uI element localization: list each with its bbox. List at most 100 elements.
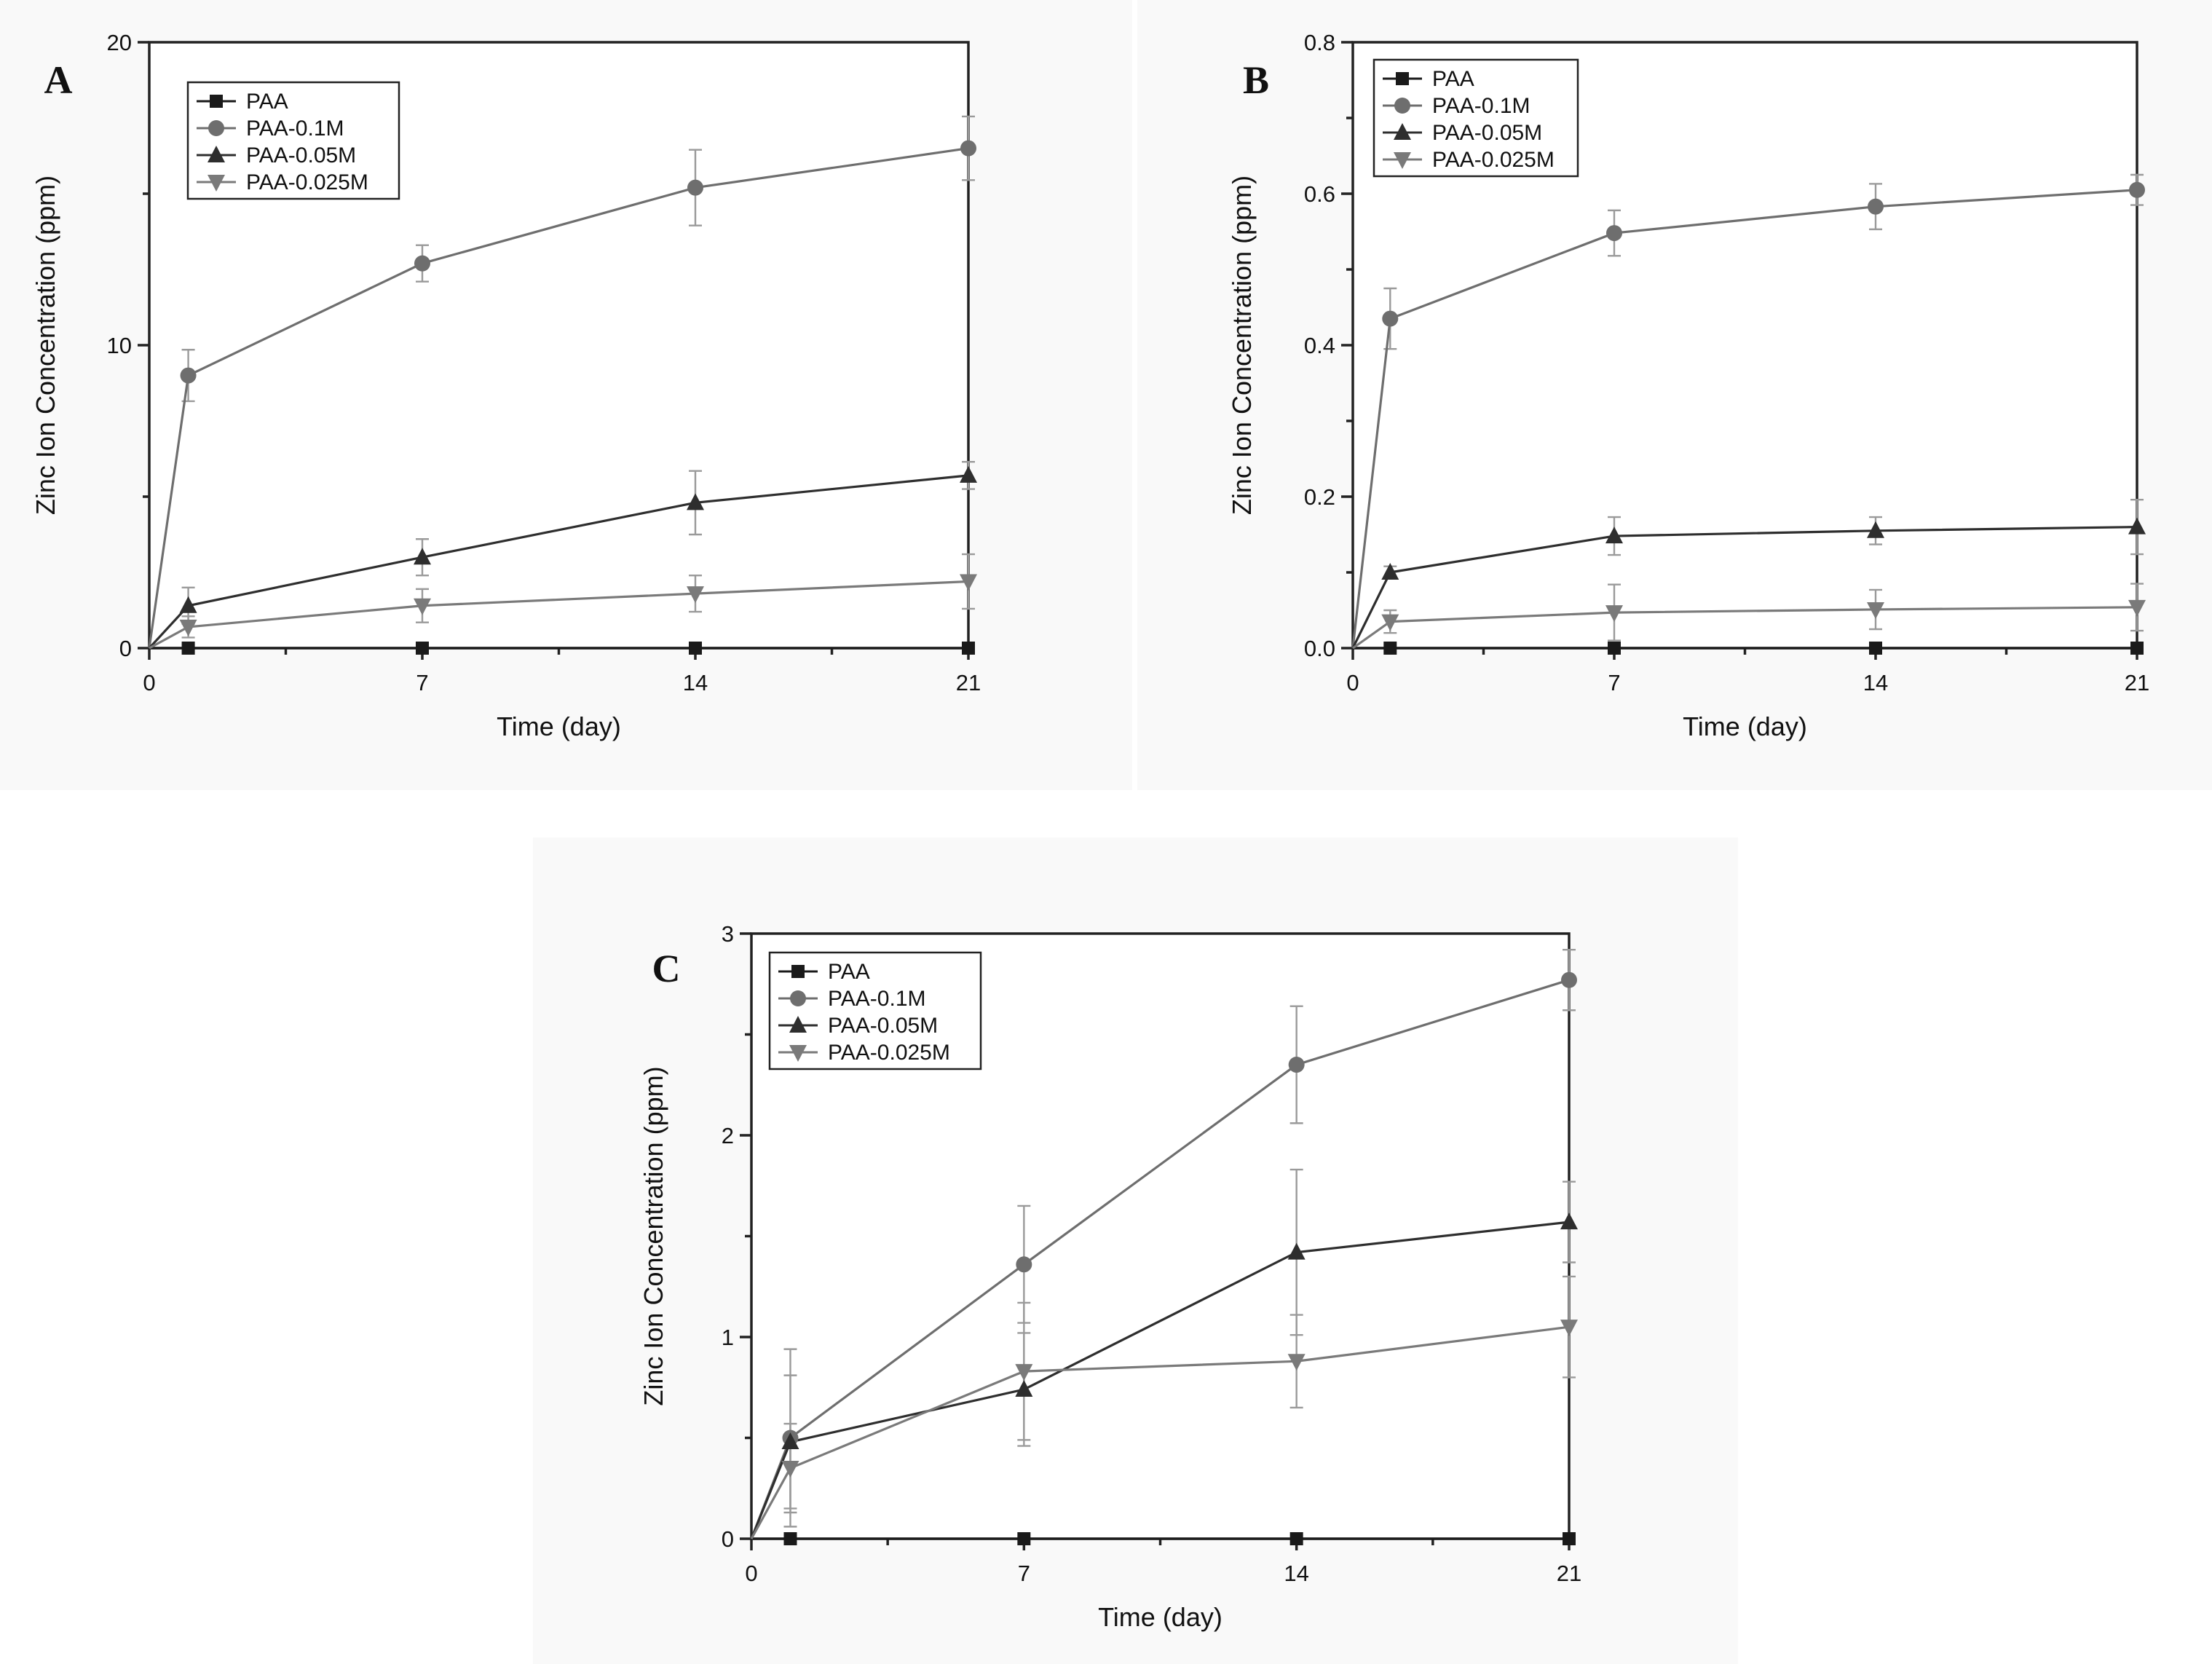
chart-b-paa-0-025m-point bbox=[1381, 614, 1399, 631]
chart-a-legend-marker-paa-0-025m bbox=[208, 175, 225, 192]
chart-a-legend-label-paa-0-1m: PAA-0.1M bbox=[246, 117, 344, 141]
chart-b-x-tick-label: 14 bbox=[1863, 670, 1888, 695]
chart-c-y-tick-label: 0 bbox=[722, 1526, 734, 1552]
chart-b-paa-0-1m-point bbox=[1606, 225, 1622, 242]
chart-a-paa-0-1m-point bbox=[414, 255, 430, 272]
chart-b-legend-label-paa-0-025m: PAA-0.025M bbox=[1432, 148, 1555, 172]
chart-b-paa-0-05m-point bbox=[1867, 521, 1884, 538]
chart-c-x-tick-label: 14 bbox=[1284, 1561, 1308, 1586]
chart-b-x-tick-label: 21 bbox=[2125, 670, 2149, 695]
chart-c-paa-0-025m-point bbox=[1015, 1364, 1033, 1381]
chart-b-paa-point bbox=[1383, 642, 1397, 655]
chart-a-legend-label-paa-0-025m: PAA-0.025M bbox=[246, 170, 368, 194]
chart-a-paa-0-05m-point bbox=[179, 596, 197, 613]
chart-a-paa-0-1m-point bbox=[687, 179, 703, 196]
chart-c-legend-marker-paa-0-1m bbox=[790, 990, 806, 1006]
chart-b-paa-0-025m-point bbox=[2128, 599, 2146, 617]
chart-c-paa-0-025m-point bbox=[781, 1461, 799, 1478]
chart-a-y-tick-label: 10 bbox=[107, 333, 132, 358]
chart-a-paa-point bbox=[181, 642, 195, 655]
chart-a-paa-0-05m-point bbox=[960, 465, 977, 483]
chart-c-paa-0-1m-point bbox=[1288, 1057, 1305, 1073]
chart-a-y-tick-label: 0 bbox=[119, 636, 132, 661]
chart-c-paa-0-1m-point bbox=[1561, 971, 1577, 988]
chart-a-y-tick-label: 20 bbox=[107, 30, 132, 55]
chart-c: 0 7 14 21 0 1 2 3 Time (day) Zinc Ion Concentrati… bbox=[639, 921, 1581, 1632]
chart-b-y-tick-label: 0.0 bbox=[1304, 636, 1335, 661]
chart-c-y-tick-label: 2 bbox=[722, 1123, 734, 1148]
chart-c-x-tick-label: 0 bbox=[745, 1561, 757, 1586]
chart-c-paa-point bbox=[783, 1532, 797, 1545]
chart-b-legend-marker-paa-0-05m bbox=[1394, 123, 1411, 140]
chart-b-legend-label-paa-0-05m: PAA-0.05M bbox=[1432, 121, 1542, 145]
chart-b-paa-0-025m-point bbox=[1605, 605, 1623, 623]
chart-a-x-tick-label: 7 bbox=[416, 670, 428, 695]
chart-b-y-tick-label: 0.6 bbox=[1304, 181, 1335, 207]
chart-c-panel-label: C bbox=[652, 947, 681, 990]
chart-c-legend-label-paa-0-1m: PAA-0.1M bbox=[828, 987, 926, 1011]
chart-c-paa-0-05m-point bbox=[1015, 1380, 1033, 1397]
chart-c-paa-0-05m-point bbox=[1560, 1212, 1578, 1230]
chart-c-paa-0-05m-point bbox=[1287, 1242, 1306, 1260]
chart-c-x-tick-label: 7 bbox=[1018, 1561, 1030, 1586]
chart-b-paa-0-1m-point bbox=[2129, 181, 2145, 198]
chart-b: 0 7 14 21 0.0 0.2 0.4 0.6 0.8 Time (day) Zinc Ion … bbox=[1227, 30, 2149, 741]
chart-b-paa-0-025m-point bbox=[1867, 602, 1884, 619]
chart-a-paa-0-1m-point bbox=[960, 140, 976, 157]
chart-b-legend-marker-paa bbox=[1396, 72, 1409, 85]
chart-c-paa-point bbox=[1563, 1532, 1576, 1545]
chart-c-y-tick-label: 1 bbox=[722, 1325, 734, 1350]
chart-a-paa-0-025m-point bbox=[687, 586, 704, 604]
chart-b-paa-point bbox=[2130, 642, 2144, 655]
chart-b-paa-point bbox=[1608, 642, 1621, 655]
chart-b-paa-0-05m-point bbox=[1381, 563, 1399, 580]
chart-b-paa-0-1m-point bbox=[1382, 310, 1399, 327]
chart-a-paa-0-025m-point bbox=[179, 619, 197, 636]
chart-a-x-tick-label: 0 bbox=[143, 670, 155, 695]
chart-c-legend-label-paa-0-025m: PAA-0.025M bbox=[828, 1041, 950, 1065]
chart-a-paa-0-05m-point bbox=[414, 548, 431, 565]
chart-c-x-tick-label: 21 bbox=[1557, 1561, 1581, 1586]
chart-b-y-tick-label: 0.2 bbox=[1304, 484, 1335, 510]
chart-a-paa-0-025m-point bbox=[960, 574, 977, 591]
chart-a-paa-point bbox=[416, 642, 429, 655]
chart-a-y-axis-title: Zinc Ion Concentration (ppm) bbox=[31, 176, 60, 515]
chart-b-x-tick-label: 7 bbox=[1608, 670, 1620, 695]
chart-a-x-tick-label: 21 bbox=[956, 670, 981, 695]
chart-c-legend-marker-paa bbox=[791, 965, 805, 978]
chart-a-x-axis-title: Time (day) bbox=[497, 711, 621, 741]
chart-a-paa-0-025m-point bbox=[414, 598, 431, 615]
chart-c-y-axis-title: Zinc Ion Concentration (ppm) bbox=[639, 1066, 668, 1405]
chart-b-paa-0-05m-point bbox=[1605, 527, 1623, 544]
chart-a-legend-marker-paa-0-05m bbox=[208, 146, 225, 162]
chart-c-paa-0-05m-point bbox=[781, 1432, 799, 1450]
chart-b-legend-marker-paa-0-025m bbox=[1394, 152, 1411, 169]
chart-a-paa-0-1m-point bbox=[180, 367, 197, 384]
chart-c-paa-0-025m-point bbox=[1560, 1320, 1578, 1337]
chart-b-y-tick-label: 0.4 bbox=[1304, 333, 1335, 358]
chart-a-panel-label: A bbox=[44, 58, 73, 102]
chart-c-legend-label-paa: PAA bbox=[828, 960, 870, 984]
chart-c-legend-marker-paa-0-025m bbox=[789, 1045, 807, 1062]
chart-c-paa-point bbox=[1017, 1532, 1031, 1545]
chart-c-y-tick-label: 3 bbox=[722, 921, 734, 947]
chart-b-y-tick-label: 0.8 bbox=[1304, 30, 1335, 55]
chart-a-x-tick-label: 14 bbox=[683, 670, 708, 695]
chart-b-legend-label-paa: PAA bbox=[1432, 67, 1474, 91]
chart-c-paa-0-025m-point bbox=[1287, 1354, 1306, 1371]
chart-c-paa-point bbox=[1289, 1532, 1303, 1545]
chart-b-legend-marker-paa-0-1m bbox=[1394, 98, 1410, 114]
chart-b-legend-label-paa-0-1m: PAA-0.1M bbox=[1432, 94, 1530, 118]
chart-a-paa-0-05m-point bbox=[687, 493, 704, 510]
chart-c-x-axis-title: Time (day) bbox=[1098, 1602, 1222, 1632]
chart-b-paa-0-1m-point bbox=[1868, 198, 1884, 215]
chart-b-paa-0-05m-point bbox=[2128, 517, 2146, 535]
chart-b-x-tick-label: 0 bbox=[1346, 670, 1359, 695]
chart-c-legend-label-paa-0-05m: PAA-0.05M bbox=[828, 1014, 938, 1038]
chart-c-legend-marker-paa-0-05m bbox=[789, 1016, 807, 1033]
chart-a-legend-label-paa-0-05m: PAA-0.05M bbox=[246, 143, 356, 167]
chart-c-paa-0-1m-point bbox=[1016, 1256, 1032, 1273]
chart-a: 0 7 14 21 0 10 20 Time (day) Zinc Ion Concentrat… bbox=[31, 30, 981, 741]
chart-b-panel-label: B bbox=[1243, 58, 1269, 102]
